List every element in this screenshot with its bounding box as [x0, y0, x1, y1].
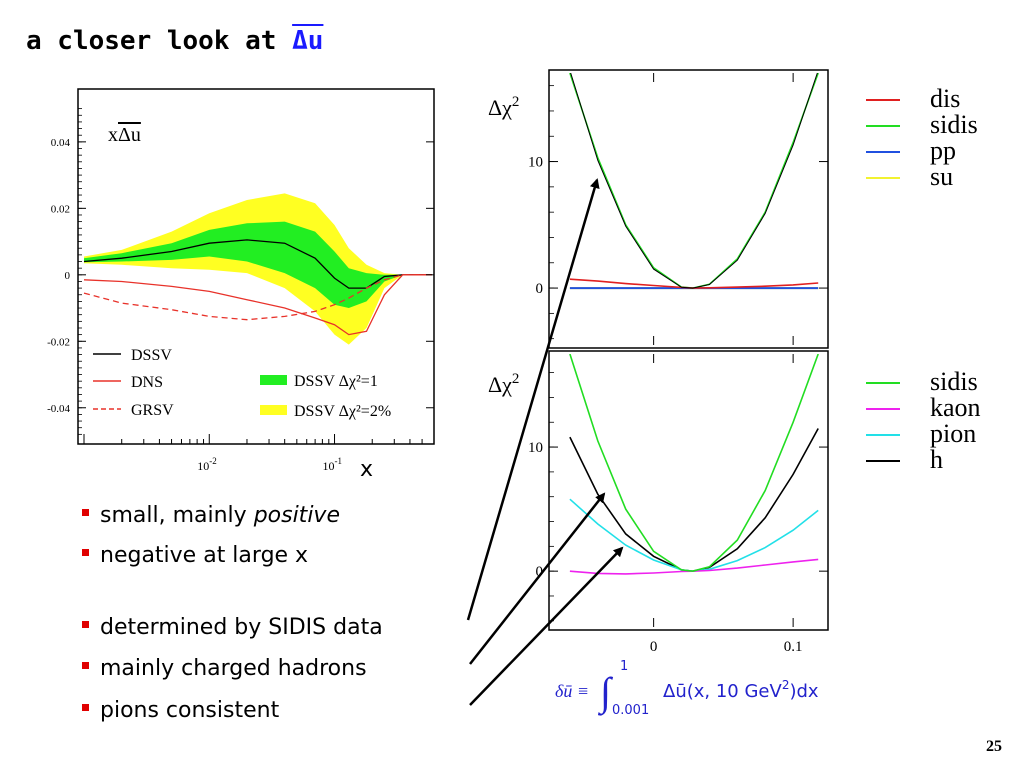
- pdf-band-two-percent: [84, 193, 432, 345]
- pdf-y-tick-label: 0: [65, 270, 71, 282]
- pdf-line-grsv: [83, 274, 432, 321]
- bullet-square-icon: [82, 704, 89, 711]
- pdf-y-tick-label: 0.02: [51, 203, 70, 215]
- chi2-legend-label: dis: [930, 84, 960, 113]
- chi2-x-tick-label: 0.1: [784, 639, 803, 655]
- chi2-y-tick-label: 10: [528, 440, 543, 456]
- slide-title: a closer look at Δu: [26, 26, 323, 56]
- pdf-plot-label: xΔu: [108, 124, 141, 146]
- pdf-legend-label: GRSV: [131, 402, 174, 419]
- chi2-line-pion: [569, 498, 819, 573]
- pdf-legend-label: DSSV: [131, 347, 172, 364]
- pdf-legend-label: DNS: [131, 374, 163, 391]
- title-symbol: Δu: [292, 26, 324, 56]
- bullet-square-icon: [82, 549, 89, 556]
- chi2-line-sidis: [569, 73, 819, 289]
- chi2-legend-label: sidis: [930, 110, 978, 139]
- chi2-x-tick-label: 0: [650, 639, 658, 655]
- bullet-square-icon: [82, 662, 89, 669]
- chi2-y-tick-label: 0: [536, 281, 544, 297]
- pdf-legend: DSSV DNS GRSV DSSV Δχ²=1 DSSV Δχ²=2%: [93, 347, 391, 420]
- chi2-bottom-frame: [548, 350, 829, 631]
- arrow-sidis: [466, 178, 600, 621]
- pdf-y-tick-label: 0.04: [51, 137, 71, 149]
- pdf-line-dns: [83, 274, 432, 336]
- pdf-x-tick-label: 10-2: [197, 456, 217, 473]
- bullet-square-icon: [82, 509, 89, 516]
- chi2-top-ylabel: Δχ2: [488, 94, 519, 120]
- bullet-item: negative at large x: [82, 543, 308, 568]
- bullet-item: pions consistent: [82, 698, 279, 723]
- pdf-x-tick-label: 10-1: [323, 456, 343, 473]
- pdf-legend-band-swatch: [260, 405, 287, 415]
- pdf-line-dssv: [83, 239, 432, 289]
- arrow-charged-hadrons: [469, 492, 606, 665]
- chi2-legend-label: h: [930, 445, 943, 474]
- bullet-square-icon: [82, 621, 89, 628]
- arrow-pions: [469, 546, 624, 706]
- pdf-legend-label: DSSV Δχ²=1: [294, 373, 378, 390]
- formula-lhs: δū ≡: [555, 681, 589, 701]
- chi2-line-sidis: [569, 354, 819, 573]
- chi2-legend-label: sidis: [930, 367, 978, 396]
- pdf-y-tick-label: -0.02: [47, 336, 70, 348]
- chi2-y-tick-label: 10: [528, 155, 543, 171]
- chi2-legend-label: pp: [930, 136, 956, 165]
- formula-upper: 1: [620, 659, 628, 674]
- chi2-total-line: [570, 73, 818, 289]
- pdf-band-delta-chi2-1: [84, 221, 432, 308]
- chi2-top-frame: [548, 69, 829, 349]
- bullet-item: determined by SIDIS data: [82, 615, 383, 640]
- pdf-y-tick-label: -0.04: [47, 403, 70, 415]
- chi2-legend-label: su: [930, 162, 953, 191]
- chi2-line-dis: [569, 278, 819, 289]
- pdf-legend-label: DSSV Δχ²=2%: [294, 403, 391, 420]
- bullet-item: small, mainly positive: [82, 503, 340, 528]
- chi2-legend-label: kaon: [930, 393, 981, 422]
- chi2-y-tick-label: 0: [536, 564, 544, 580]
- pdf-plot: 0.04 0.02 0 -0.02 -0.04 10-2 10-1 xΔu x DSSV DN…: [47, 88, 435, 482]
- pdf-plot-frame: [77, 88, 435, 445]
- bullet-list: small, mainly positive negative at large…: [82, 503, 482, 743]
- bullet-item: mainly charged hadrons: [82, 656, 367, 681]
- pdf-plot-xlabel: x: [360, 457, 373, 482]
- formula-lower: 0.001: [612, 703, 649, 718]
- integral-sign: ∫: [597, 669, 614, 716]
- chi2-bottom-ylabel: Δχ2: [488, 371, 519, 397]
- formula: δū ≡ ∫ 1 0.001 Δū(x, 10 GeV2)dx: [555, 659, 819, 718]
- pdf-legend-band-swatch: [260, 375, 287, 385]
- title-prefix: a closer look at: [26, 26, 293, 56]
- page-number: 25: [986, 738, 1002, 755]
- formula-integrand: Δū(x, 10 GeV2)dx: [663, 678, 819, 702]
- chi2-legend-label: pion: [930, 419, 976, 448]
